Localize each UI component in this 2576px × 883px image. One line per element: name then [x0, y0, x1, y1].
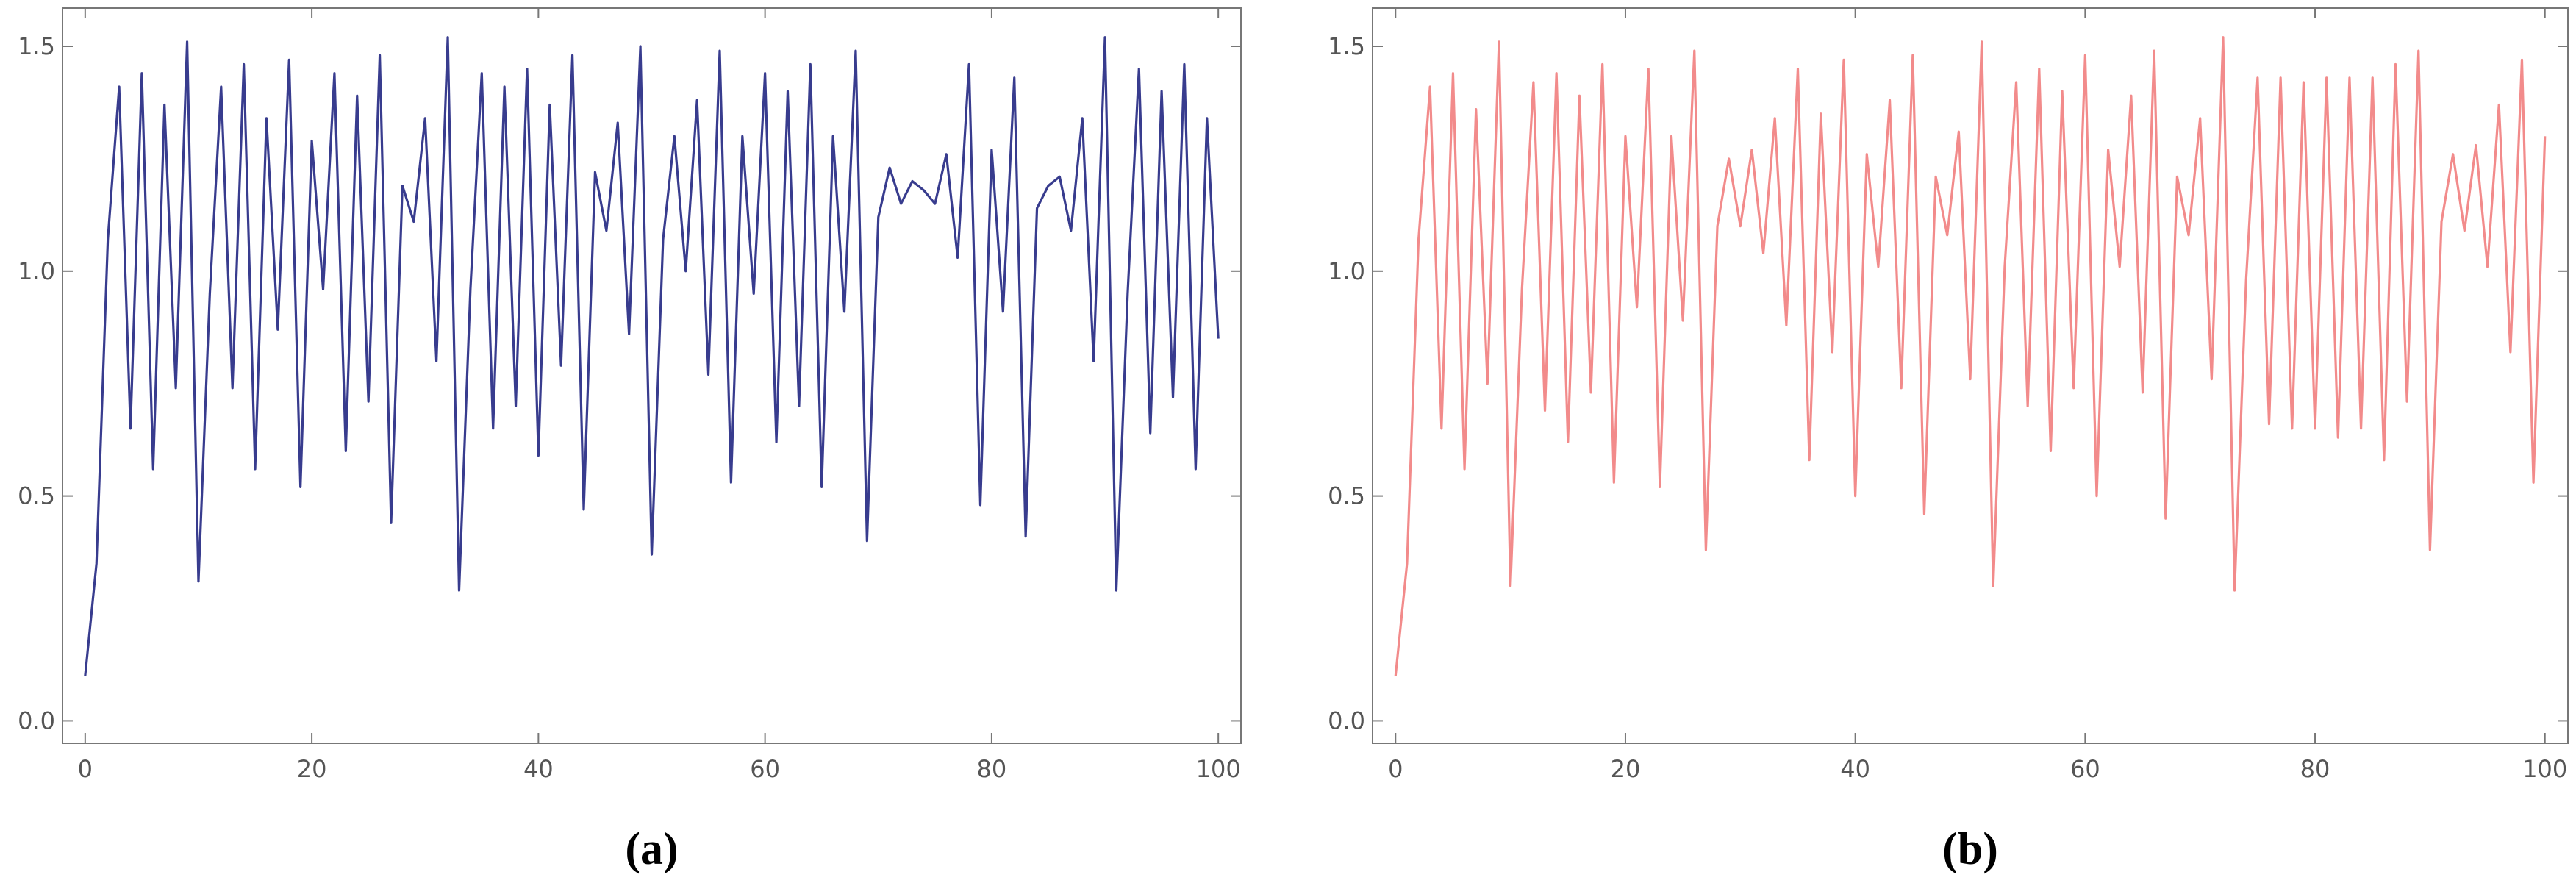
- x-tick-label: 60: [2070, 755, 2100, 783]
- x-tick-label: 100: [2522, 755, 2567, 783]
- data-line: [1394, 36, 2547, 676]
- y-tick-label: 0.5: [18, 482, 55, 510]
- y-tick-label: 1.0: [18, 257, 55, 285]
- x-tick-label: 40: [1840, 755, 1870, 783]
- panel: 0 20 40 60 80 100 0.0 0.5 1.0 1.5 (b): [1328, 7, 2569, 874]
- y-tick-label: 0.5: [1328, 482, 1365, 510]
- y-tick-label: 1.0: [1328, 257, 1365, 285]
- panel-caption: (a): [625, 824, 678, 874]
- data-line: [84, 36, 1220, 676]
- y-tick-label: 0.0: [18, 707, 55, 734]
- x-tick-label: 80: [2300, 755, 2330, 783]
- plot-frame: [1372, 7, 2569, 744]
- panel: 0 20 40 60 80 100 0.0 0.5 1.0 1.5 (a): [18, 7, 1242, 874]
- x-tick-label: 80: [977, 755, 1007, 783]
- x-tick-label: 0: [78, 755, 93, 783]
- x-tick-label: 60: [750, 755, 780, 783]
- x-tick-label: 20: [1611, 755, 1641, 783]
- x-tick-label: 20: [297, 755, 327, 783]
- y-tick-label: 1.5: [18, 32, 55, 60]
- plot-frame: [62, 7, 1242, 744]
- x-tick-label: 40: [523, 755, 554, 783]
- y-tick-label: 1.5: [1328, 32, 1365, 60]
- y-tick-label: 0.0: [1328, 707, 1365, 734]
- x-tick-label: 100: [1196, 755, 1241, 783]
- x-tick-label: 0: [1388, 755, 1403, 783]
- panel-caption: (b): [1942, 824, 1998, 874]
